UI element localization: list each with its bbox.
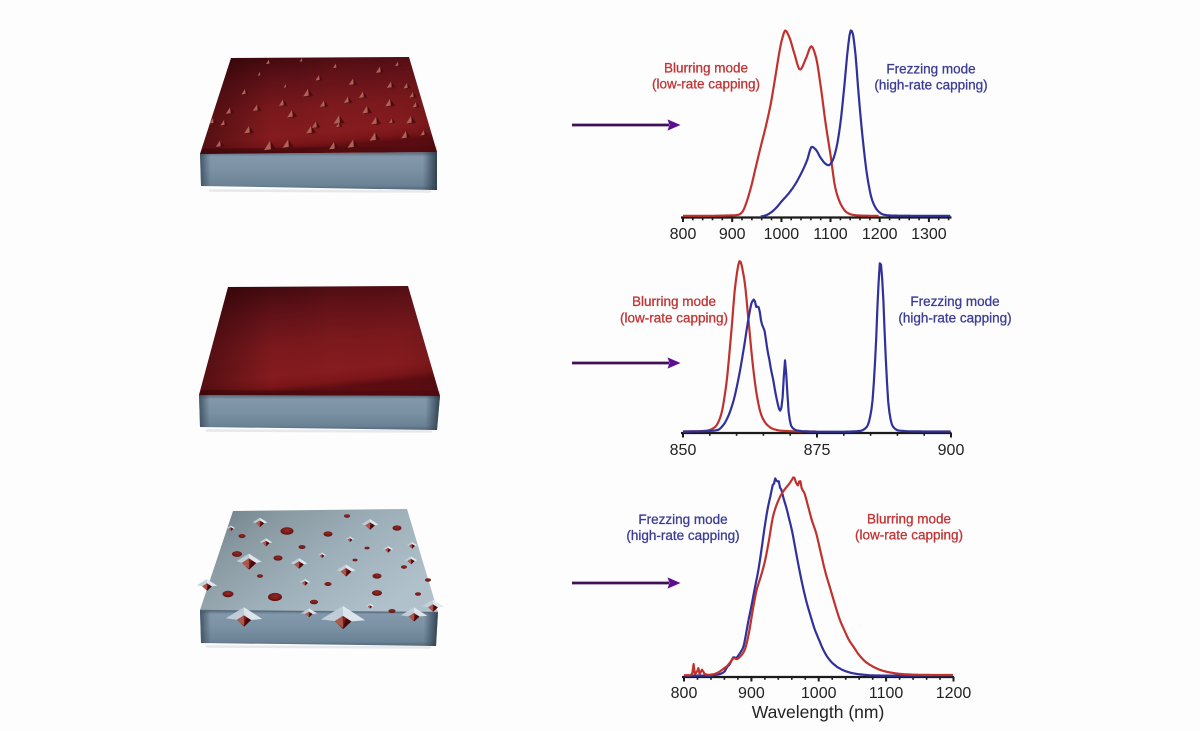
svg-text:(high-rate capping): (high-rate capping) — [898, 311, 1011, 326]
svg-text:1000: 1000 — [801, 685, 837, 702]
svg-text:900: 900 — [738, 685, 765, 702]
svg-text:850: 850 — [670, 442, 697, 459]
svg-text:1100: 1100 — [813, 226, 848, 243]
svg-text:Wavelength (nm): Wavelength (nm) — [752, 702, 885, 722]
svg-text:Frezzing mode: Frezzing mode — [638, 512, 727, 527]
svg-text:900: 900 — [719, 226, 746, 243]
svg-text:Frezzing mode: Frezzing mode — [910, 294, 999, 309]
svg-text:(low-rate capping): (low-rate capping) — [855, 528, 963, 543]
svg-text:1200: 1200 — [862, 226, 898, 243]
svg-text:1100: 1100 — [869, 685, 904, 702]
svg-text:800: 800 — [671, 685, 698, 702]
svg-text:800: 800 — [670, 226, 697, 243]
svg-text:(low-rate capping): (low-rate capping) — [620, 311, 728, 326]
svg-text:900: 900 — [938, 442, 965, 459]
svg-text:(high-rate capping): (high-rate capping) — [874, 78, 987, 93]
svg-text:(low-rate capping): (low-rate capping) — [652, 77, 760, 92]
svg-text:Frezzing mode: Frezzing mode — [886, 62, 975, 77]
svg-text:1200: 1200 — [936, 685, 972, 702]
svg-text:1000: 1000 — [764, 226, 800, 243]
svg-text:1300: 1300 — [911, 226, 947, 243]
svg-text:(high-rate capping): (high-rate capping) — [626, 528, 739, 543]
svg-text:Blurring mode: Blurring mode — [664, 61, 748, 76]
svg-text:Blurring mode: Blurring mode — [867, 512, 951, 527]
svg-text:875: 875 — [804, 442, 831, 459]
svg-text:Blurring mode: Blurring mode — [632, 294, 716, 309]
